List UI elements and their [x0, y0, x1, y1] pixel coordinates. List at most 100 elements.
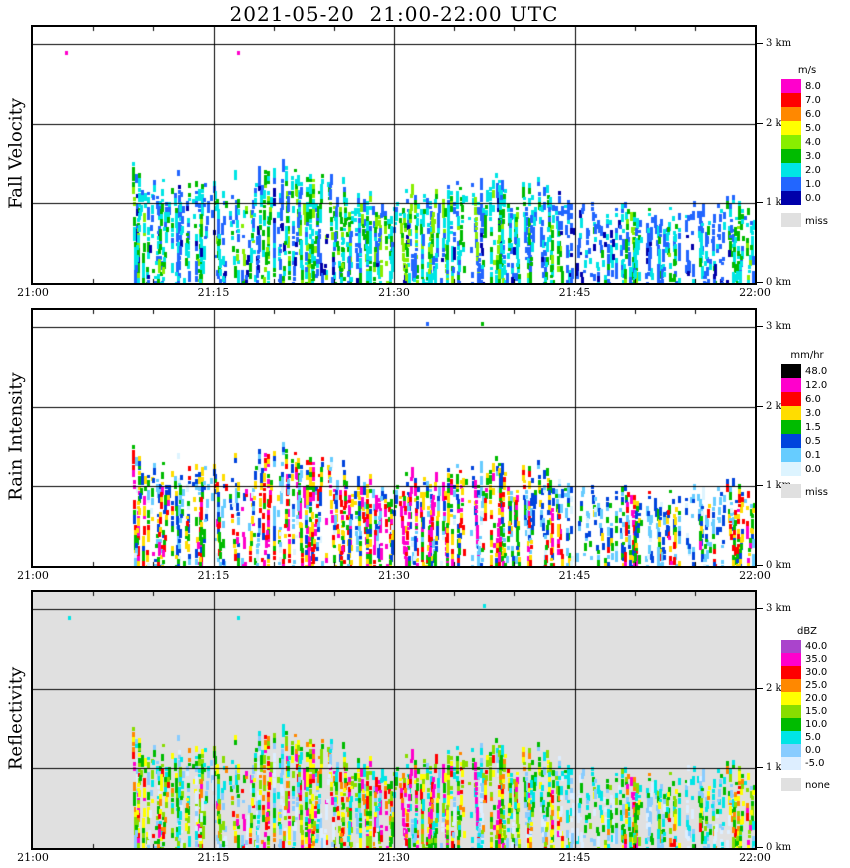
colorbar-cell: 0.0: [781, 462, 833, 476]
colorbar-swatch: [781, 462, 801, 476]
colorbar-cell: -5.0: [781, 757, 833, 770]
x-tick-label: 21:15: [197, 569, 230, 582]
colorbar-cell-label: 8.0: [805, 80, 821, 92]
colorbar-unit-label: m/s: [797, 65, 817, 76]
colorbar-missing-swatch: [781, 213, 801, 227]
y-tick-label: 1 km: [766, 762, 792, 774]
colorbar-cell: 0.0: [781, 191, 833, 205]
colorbar-cell: 3.0: [781, 406, 833, 420]
x-tick-label: 21:30: [378, 851, 410, 864]
x-axis-tick-labels: 21:00 21:15 21:30 21:45 22:00: [17, 851, 771, 867]
colorbar-cell-label: 20.0: [805, 693, 828, 704]
colorbar-swatch: [781, 731, 801, 744]
x-tick-label: 22:00: [739, 286, 771, 299]
colorbar-cell-label: 0.0: [805, 463, 821, 475]
colorbar-cell: 1.5: [781, 420, 833, 434]
colorbar-cell: 20.0: [781, 692, 833, 705]
colorbar-missing-label: miss: [805, 487, 828, 498]
colorbar-missing: miss: [781, 484, 833, 498]
y-axis-tick: [757, 326, 763, 327]
x-tick-label: 21:30: [378, 569, 410, 582]
colorbar-cell-label: 30.0: [805, 667, 828, 678]
colorbar-swatch: [781, 191, 801, 205]
panel-fall-velocity: Fall Velocity 21:00 21:15 21:30 21:45 22:00 …: [0, 25, 850, 308]
colorbar-cell-label: 25.0: [805, 680, 828, 691]
colorbar-cell-label: 40.0: [805, 641, 828, 652]
y-axis-km-labels: 0 km 1 km 2 km 3 km: [757, 590, 847, 853]
colorbar-cell-label: 6.0: [805, 393, 821, 405]
colorbar-cell: 30.0: [781, 666, 833, 679]
plot-frame: [31, 308, 757, 568]
colorbar-cell-label: 0.0: [805, 192, 821, 204]
x-tick-label: 21:00: [17, 569, 49, 582]
y-axis-tick: [757, 608, 763, 609]
fall-velocity-heatmap-canvas: [33, 27, 755, 283]
colorbar-swatch: [781, 93, 801, 107]
colorbar-cell: 6.0: [781, 392, 833, 406]
colorbar-cell: 1.0: [781, 177, 833, 191]
y-tick-label: 2 km: [766, 400, 792, 412]
reflectivity-heatmap-canvas: [33, 592, 755, 848]
y-axis-tick: [757, 847, 763, 848]
panel-title-rain-intensity: Rain Intensity: [5, 372, 27, 501]
y-tick-label: 0 km: [766, 277, 792, 288]
colorbar-missing-swatch: [781, 484, 801, 498]
colorbar-swatch: [781, 434, 801, 448]
colorbar-cell: 10.0: [781, 718, 833, 731]
x-tick-label: 21:00: [17, 851, 49, 864]
colorbar-swatch: [781, 364, 801, 378]
panel-rain-intensity: Rain Intensity 21:00 21:15 21:30 21:45 22:00…: [0, 308, 850, 591]
x-tick-label: 21:45: [558, 286, 591, 299]
y-axis-tick: [757, 202, 763, 204]
colorbar-cell-label: 48.0: [805, 365, 828, 377]
x-axis-tick-labels: 21:00 21:15 21:30 21:45 22:00: [17, 286, 771, 302]
colorbar-cell-label: 0.1: [805, 449, 821, 461]
colorbar-cell-label: 1.5: [805, 421, 821, 433]
colorbar-swatch: [781, 420, 801, 434]
y-tick-label: 1 km: [766, 480, 792, 492]
colorbar-cell-label: 4.0: [805, 136, 821, 148]
plot-frame: [31, 25, 757, 285]
colorbar-cell: 5.0: [781, 731, 833, 744]
colorbar-unit-label: mm/hr: [790, 350, 824, 361]
colorbar-swatch: [781, 177, 801, 191]
y-axis-km-labels: 0 km 1 km 2 km 3 km: [757, 25, 847, 288]
colorbar-cell-label: 7.0: [805, 94, 821, 106]
y-tick-label: 3 km: [766, 321, 792, 332]
colorbar-swatch: [781, 406, 801, 420]
y-axis-tick: [757, 485, 763, 487]
colorbar-swatch: [781, 107, 801, 121]
y-axis-tick: [757, 565, 763, 566]
y-axis-tick: [757, 687, 763, 689]
colorbar-cell: 15.0: [781, 705, 833, 718]
plot-frame: [31, 590, 757, 850]
x-tick-label: 21:45: [558, 569, 591, 582]
colorbar-cell: 2.0: [781, 163, 833, 177]
colorbar-swatch: [781, 392, 801, 406]
y-axis-tick: [757, 122, 763, 124]
colorbar-cell: 7.0: [781, 93, 833, 107]
colorbar-swatch: [781, 448, 801, 462]
colorbar-cell-label: 5.0: [805, 732, 821, 743]
y-axis-tick: [757, 43, 763, 44]
colorbar-cell: 6.0: [781, 107, 833, 121]
x-tick-label: 22:00: [739, 851, 771, 864]
y-axis-tick: [757, 767, 763, 769]
reflectivity-colorbar: dBZ 40.0 35.0 30.0 25.0 20.0 15.0 10.0 5.0 0.0 -5.…: [781, 626, 833, 791]
page-title: 2021-05-20 21:00-22:00 UTC: [229, 2, 559, 26]
colorbar-cell: 8.0: [781, 79, 833, 93]
x-tick-label: 21:30: [378, 286, 410, 299]
colorbar-cell-label: 1.0: [805, 178, 821, 190]
colorbar-cell-label: 35.0: [805, 654, 828, 665]
colorbar-swatch: [781, 666, 801, 679]
colorbar-swatch: [781, 679, 801, 692]
colorbar-cell: 4.0: [781, 135, 833, 149]
colorbar-cell-label: 6.0: [805, 108, 821, 120]
colorbar-cell-label: -5.0: [805, 758, 825, 769]
colorbar-cell-label: 5.0: [805, 122, 821, 134]
colorbar-missing-label: miss: [805, 216, 828, 227]
colorbar-cell: 5.0: [781, 121, 833, 135]
colorbar-unit-label: dBZ: [796, 626, 818, 637]
y-tick-label: 0 km: [766, 842, 792, 853]
